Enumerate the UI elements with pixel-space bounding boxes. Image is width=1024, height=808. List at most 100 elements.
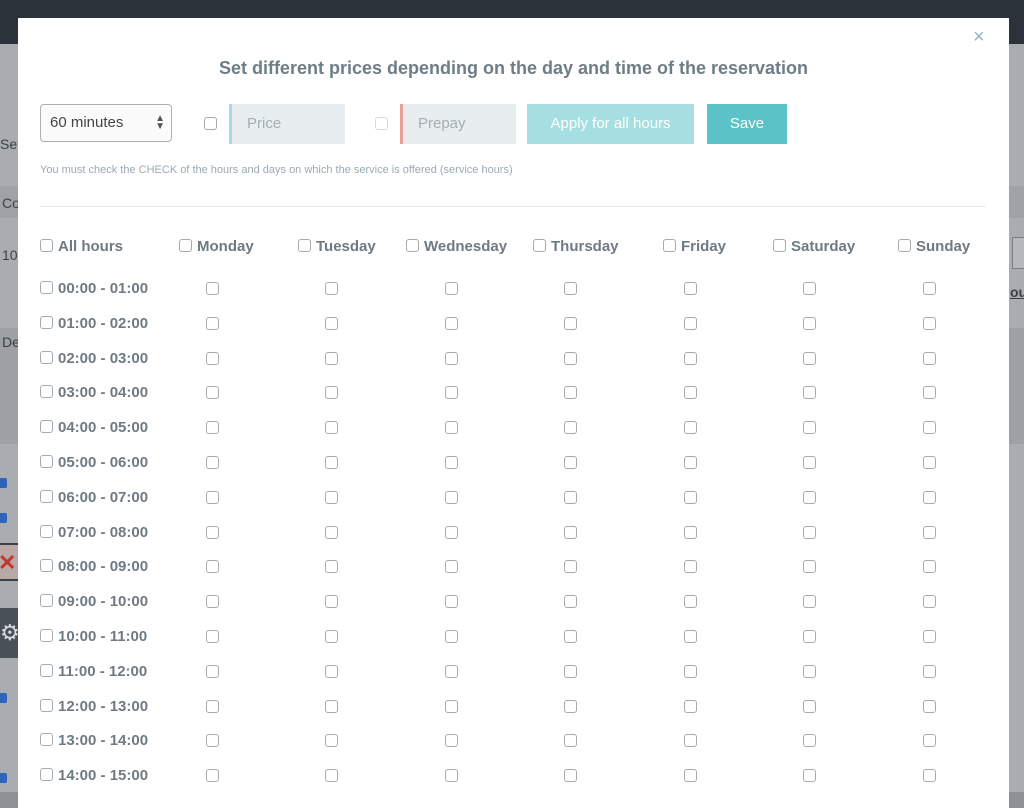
hour-day-checkbox[interactable] xyxy=(206,386,219,400)
day-checkbox-thursday[interactable] xyxy=(533,239,546,252)
hour-day-checkbox[interactable] xyxy=(923,560,936,574)
hour-day-checkbox[interactable] xyxy=(684,664,697,678)
hour-day-checkbox[interactable] xyxy=(206,769,219,783)
hour-day-checkbox[interactable] xyxy=(325,421,338,435)
hour-day-checkbox[interactable] xyxy=(445,490,458,504)
hour-day-checkbox[interactable] xyxy=(564,351,577,365)
hour-day-checkbox[interactable] xyxy=(803,421,816,435)
duration-select[interactable]: 60 minutes ▲ ▼ xyxy=(40,104,172,142)
hour-day-checkbox[interactable] xyxy=(803,351,816,365)
hour-row-checkbox[interactable] xyxy=(40,733,53,747)
hour-day-checkbox[interactable] xyxy=(325,525,338,539)
hour-day-checkbox[interactable] xyxy=(206,664,219,678)
hour-day-checkbox[interactable] xyxy=(445,664,458,678)
hour-day-checkbox[interactable] xyxy=(325,351,338,365)
hour-day-checkbox[interactable] xyxy=(923,630,936,643)
hour-day-checkbox[interactable] xyxy=(445,734,458,748)
hour-day-checkbox[interactable] xyxy=(206,421,219,435)
hour-day-checkbox[interactable] xyxy=(923,769,936,783)
prepay-input[interactable]: Prepay xyxy=(400,104,516,144)
hour-day-checkbox[interactable] xyxy=(206,734,219,748)
hour-day-checkbox[interactable] xyxy=(684,386,697,400)
hour-day-checkbox[interactable] xyxy=(564,699,577,713)
hour-day-checkbox[interactable] xyxy=(445,351,458,365)
hour-day-checkbox[interactable] xyxy=(445,316,458,330)
hour-day-checkbox[interactable] xyxy=(206,699,219,713)
day-checkbox-monday[interactable] xyxy=(179,239,192,252)
hour-day-checkbox[interactable] xyxy=(445,421,458,435)
hour-row-checkbox[interactable] xyxy=(40,768,53,782)
hour-row-checkbox[interactable] xyxy=(40,350,53,364)
hour-day-checkbox[interactable] xyxy=(445,282,458,295)
save-button[interactable]: Save xyxy=(707,104,787,144)
hour-day-checkbox[interactable] xyxy=(325,282,338,295)
hour-row-checkbox[interactable] xyxy=(40,524,53,538)
hour-day-checkbox[interactable] xyxy=(445,386,458,400)
hour-day-checkbox[interactable] xyxy=(564,595,577,609)
hour-day-checkbox[interactable] xyxy=(564,560,577,574)
hour-day-checkbox[interactable] xyxy=(325,386,338,400)
hour-day-checkbox[interactable] xyxy=(684,630,697,643)
hour-day-checkbox[interactable] xyxy=(684,525,697,539)
hour-day-checkbox[interactable] xyxy=(803,386,816,400)
hour-day-checkbox[interactable] xyxy=(325,316,338,330)
hour-day-checkbox[interactable] xyxy=(803,664,816,678)
hour-day-checkbox[interactable] xyxy=(206,595,219,609)
hour-day-checkbox[interactable] xyxy=(684,734,697,748)
hour-day-checkbox[interactable] xyxy=(684,490,697,504)
hour-day-checkbox[interactable] xyxy=(206,316,219,330)
hour-day-checkbox[interactable] xyxy=(803,630,816,643)
hour-row-checkbox[interactable] xyxy=(40,385,53,399)
hour-day-checkbox[interactable] xyxy=(206,351,219,365)
hour-row-checkbox[interactable] xyxy=(40,489,53,503)
hour-day-checkbox[interactable] xyxy=(684,560,697,574)
day-checkbox-tuesday[interactable] xyxy=(298,239,311,252)
hour-day-checkbox[interactable] xyxy=(803,560,816,574)
hour-day-checkbox[interactable] xyxy=(923,282,936,295)
hour-day-checkbox[interactable] xyxy=(564,769,577,783)
hour-day-checkbox[interactable] xyxy=(803,734,816,748)
hour-day-checkbox[interactable] xyxy=(684,769,697,783)
all-hours-checkbox[interactable] xyxy=(40,239,53,252)
hour-day-checkbox[interactable] xyxy=(206,282,219,295)
hour-day-checkbox[interactable] xyxy=(923,386,936,400)
hour-day-checkbox[interactable] xyxy=(206,490,219,504)
hour-day-checkbox[interactable] xyxy=(206,560,219,574)
hour-day-checkbox[interactable] xyxy=(325,699,338,713)
hour-day-checkbox[interactable] xyxy=(564,421,577,435)
hour-day-checkbox[interactable] xyxy=(445,769,458,783)
hour-day-checkbox[interactable] xyxy=(206,456,219,469)
hour-day-checkbox[interactable] xyxy=(803,282,816,295)
hour-day-checkbox[interactable] xyxy=(923,699,936,713)
hour-day-checkbox[interactable] xyxy=(325,560,338,574)
hour-day-checkbox[interactable] xyxy=(564,386,577,400)
hour-day-checkbox[interactable] xyxy=(564,734,577,748)
close-icon[interactable]: × xyxy=(973,26,985,48)
apply-all-hours-button[interactable]: Apply for all hours xyxy=(527,104,694,144)
hour-day-checkbox[interactable] xyxy=(684,421,697,435)
hour-row-checkbox[interactable] xyxy=(40,698,53,712)
hour-day-checkbox[interactable] xyxy=(564,282,577,295)
hour-day-checkbox[interactable] xyxy=(923,734,936,748)
hour-day-checkbox[interactable] xyxy=(564,664,577,678)
hour-day-checkbox[interactable] xyxy=(445,456,458,469)
hour-row-checkbox[interactable] xyxy=(40,559,53,573)
hour-day-checkbox[interactable] xyxy=(923,525,936,539)
hour-row-checkbox[interactable] xyxy=(40,455,53,468)
hour-day-checkbox[interactable] xyxy=(923,351,936,365)
hour-day-checkbox[interactable] xyxy=(684,595,697,609)
hour-day-checkbox[interactable] xyxy=(803,525,816,539)
hour-day-checkbox[interactable] xyxy=(923,490,936,504)
hour-day-checkbox[interactable] xyxy=(445,560,458,574)
hour-day-checkbox[interactable] xyxy=(325,769,338,783)
hour-day-checkbox[interactable] xyxy=(325,734,338,748)
hour-row-checkbox[interactable] xyxy=(40,315,53,329)
day-checkbox-friday[interactable] xyxy=(663,239,676,252)
hour-day-checkbox[interactable] xyxy=(923,595,936,609)
hour-day-checkbox[interactable] xyxy=(564,525,577,539)
hour-day-checkbox[interactable] xyxy=(923,664,936,678)
hour-row-checkbox[interactable] xyxy=(40,663,53,677)
hour-day-checkbox[interactable] xyxy=(206,525,219,539)
hour-day-checkbox[interactable] xyxy=(684,316,697,330)
hour-row-checkbox[interactable] xyxy=(40,420,53,434)
